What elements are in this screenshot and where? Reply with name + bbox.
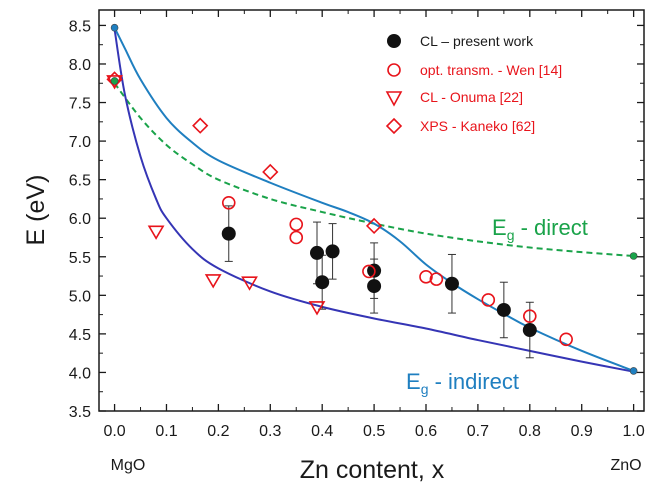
legend-label-onuma: CL - Onuma [22]: [420, 89, 523, 105]
y-tick-label-8: 7.5: [69, 96, 91, 113]
legend-marker-onuma: [385, 91, 403, 107]
x-tick-label-10: 1.0: [622, 423, 644, 440]
x-tick-label-8: 0.8: [519, 423, 541, 440]
end-label-zno: ZnO: [610, 457, 641, 474]
legend-label-cl-present: CL – present work: [420, 33, 534, 49]
axes-ticks: 0.0 0.1 0.2 0.3 0.4 0.5 0.6 0.7 0.8 0.9 1.0 3.5 4.0 4…: [69, 10, 645, 440]
curve-direct: [113, 82, 634, 257]
x-tick-label-7: 0.7: [467, 423, 489, 440]
legend-label-kaneko: XPS - Kaneko [62]: [420, 118, 535, 134]
x-tick-label-6: 0.6: [415, 423, 437, 440]
x-tick-label-0: 0.0: [103, 423, 125, 440]
annotation-eg-indirect-sub: g: [421, 381, 429, 397]
point-2-4: [308, 301, 326, 316]
point-2-1: [147, 225, 165, 240]
point-3-1: [192, 117, 209, 134]
endpoint-2: [629, 252, 638, 260]
annotation-eg-direct-e: E: [492, 215, 507, 240]
legend: CL – present work opt. transm. - Wen [14…: [385, 33, 562, 135]
legend-label-wen: opt. transm. - Wen [14]: [420, 62, 562, 78]
point-1-4: [419, 270, 433, 284]
point-2-2: [204, 274, 222, 289]
point-0-6: [444, 276, 459, 291]
point-0-8: [522, 323, 537, 338]
curve-endpoints: [110, 23, 638, 375]
point-1-2: [289, 230, 304, 245]
data-points: [106, 71, 573, 347]
point-0-0: [221, 226, 236, 241]
point-2-3: [241, 276, 258, 291]
point-1-1: [289, 217, 304, 232]
x-tick-label-5: 0.5: [363, 423, 385, 440]
endpoint-1: [110, 77, 119, 85]
point-3-3: [365, 217, 383, 235]
point-3-2: [262, 163, 279, 181]
point-1-3: [362, 264, 376, 279]
annotation-eg-indirect: Eg - indirect: [406, 369, 519, 397]
annotation-eg-indirect-text: - indirect: [428, 369, 518, 394]
point-1-8: [559, 332, 573, 347]
y-tick-label-7: 7.0: [69, 134, 91, 151]
point-1-7: [523, 309, 537, 323]
legend-marker-kaneko: [385, 117, 403, 135]
point-1-6: [481, 293, 496, 307]
y-tick-label-1: 4.0: [69, 365, 91, 382]
y-axis-title: E (eV): [22, 175, 50, 246]
point-0-7: [496, 302, 511, 317]
legend-marker-cl-present: [387, 34, 401, 48]
point-0-2: [315, 275, 330, 290]
x-tick-label-9: 0.9: [571, 423, 593, 440]
endpoint-0: [110, 23, 119, 32]
plot-frame: [98, 9, 645, 412]
y-tick-label-10: 8.5: [69, 18, 91, 35]
x-axis-title: Zn content, x: [300, 456, 445, 484]
point-0-1: [310, 245, 324, 260]
x-tick-label-4: 0.4: [311, 423, 333, 440]
y-tick-label-2: 4.5: [69, 327, 91, 344]
curve-indirect: [113, 29, 634, 373]
point-0-5: [367, 279, 382, 294]
end-label-mgo: MgO: [111, 457, 146, 474]
x-tick-label-2: 0.2: [207, 423, 229, 440]
point-1-0: [221, 195, 236, 210]
x-tick-label-3: 0.3: [259, 423, 281, 440]
y-tick-label-3: 5.0: [69, 288, 91, 305]
y-tick-label-4: 5.5: [69, 250, 91, 267]
annotation-eg-indirect-e: E: [406, 369, 421, 394]
annotation-eg-direct: Eg - direct: [492, 215, 588, 243]
legend-marker-wen: [387, 63, 401, 77]
y-tick-label-6: 6.5: [69, 173, 91, 190]
point-0-3: [325, 244, 340, 259]
y-tick-label-0: 3.5: [69, 404, 91, 421]
annotation-eg-direct-text: - direct: [514, 215, 587, 240]
y-tick-label-9: 8.0: [69, 57, 91, 74]
x-tick-label-1: 0.1: [155, 423, 177, 440]
y-tick-label-5: 6.0: [69, 211, 91, 228]
fit-curves: [113, 27, 634, 373]
point-1-5: [429, 272, 444, 286]
endpoint-3: [629, 367, 638, 375]
point-3-0: [106, 71, 123, 88]
annotation-eg-direct-sub: g: [507, 227, 515, 243]
